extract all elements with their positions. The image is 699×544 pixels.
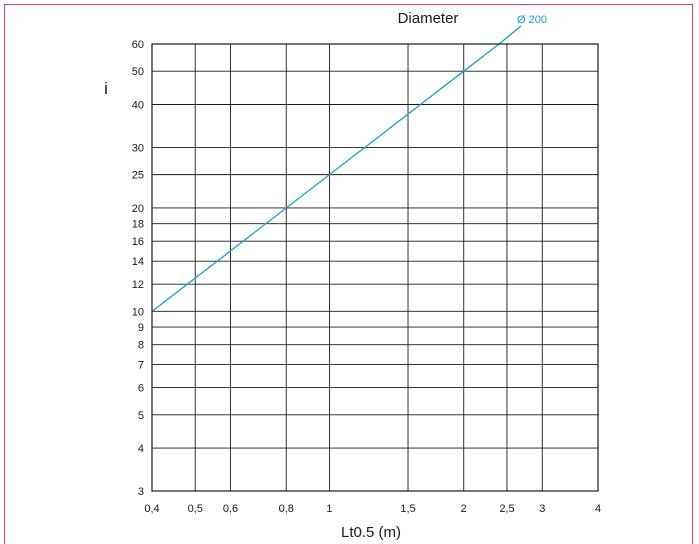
y-tick-label: 7 <box>138 360 144 372</box>
y-tick-label: 8 <box>138 340 144 352</box>
y-tick-label: 3 <box>138 486 144 498</box>
x-tick-label: 0,5 <box>188 503 203 515</box>
y-tick-label: 10 <box>132 306 144 318</box>
y-tick-label: 50 <box>132 66 144 78</box>
x-tick-label: 1 <box>326 503 332 515</box>
y-tick-label: 18 <box>132 219 144 231</box>
y-tick-label: 14 <box>132 256 144 268</box>
plot-border <box>152 44 598 491</box>
x-tick-label: 2,5 <box>499 503 514 515</box>
series-line <box>152 44 499 311</box>
x-tick-label: 2 <box>461 503 467 515</box>
series-label: Ø 200 <box>517 14 547 26</box>
y-tick-label: 25 <box>132 170 144 182</box>
grid <box>152 44 598 491</box>
y-axis-title: i <box>104 79 108 98</box>
chart-title: Diameter <box>398 10 459 27</box>
x-tick-label: 0,6 <box>223 503 238 515</box>
y-tick-label: 16 <box>132 236 144 248</box>
tick-labels: 0,4 0,5 0,6 0,8 1 1,5 2 2,5 3 4 3 4 5 6 7 8 9 10 12 14 16 18 2… <box>132 39 601 515</box>
y-tick-label: 9 <box>138 322 144 334</box>
x-axis-title: Lt0.5 (m) <box>341 524 401 540</box>
y-tick-label: 20 <box>132 203 144 215</box>
x-tick-label: 0,8 <box>279 503 294 515</box>
x-tick-label: 0,4 <box>144 503 159 515</box>
y-tick-label: 6 <box>138 383 144 395</box>
y-tick-label: 5 <box>138 410 144 422</box>
y-tick-label: 12 <box>132 279 144 291</box>
series-group: Ø 200 <box>152 14 547 311</box>
y-tick-label: 4 <box>138 443 144 455</box>
x-tick-label: 3 <box>539 503 545 515</box>
series-line-extension <box>499 26 521 44</box>
x-tick-label: 1,5 <box>400 503 415 515</box>
y-tick-label: 30 <box>132 142 144 154</box>
y-tick-label: 40 <box>132 100 144 112</box>
x-tick-label: 4 <box>595 503 601 515</box>
y-tick-label: 60 <box>132 39 144 51</box>
